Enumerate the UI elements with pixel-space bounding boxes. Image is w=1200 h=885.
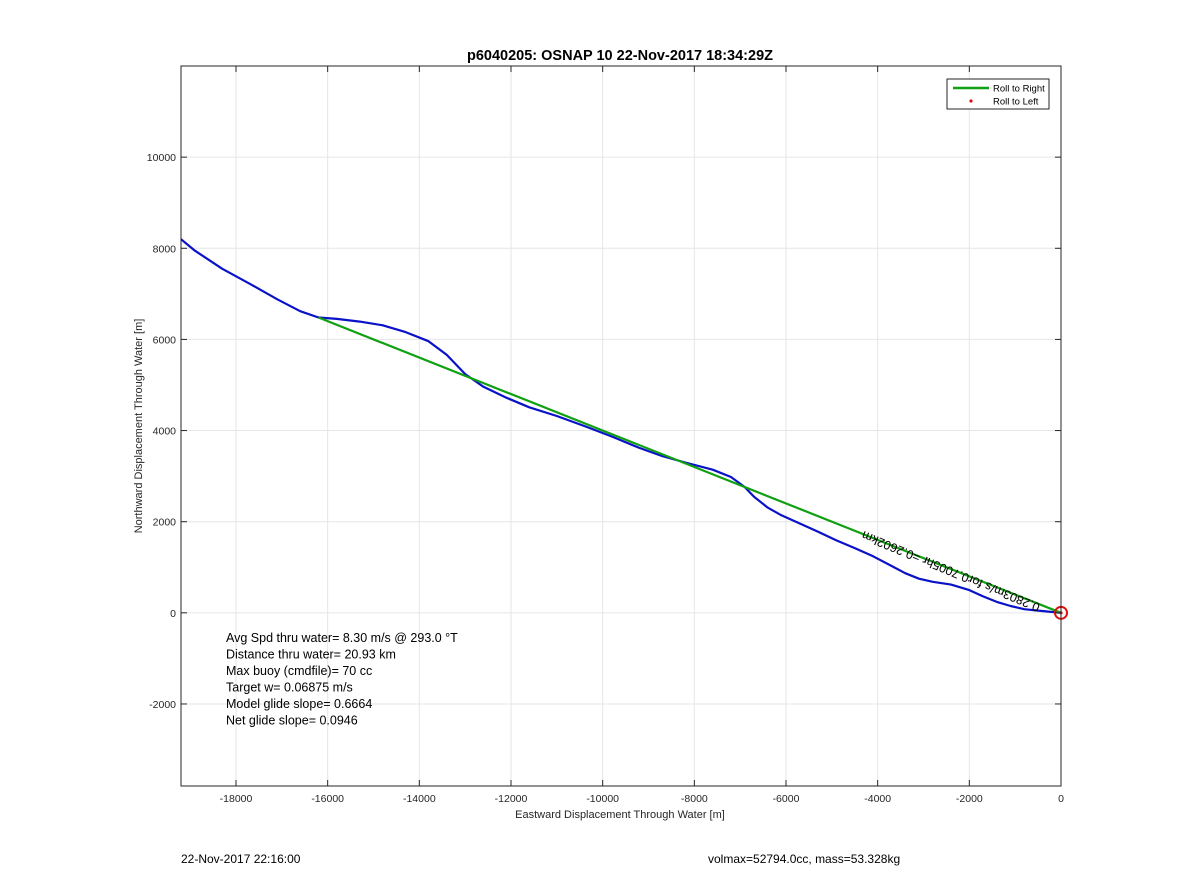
x-tick-label: -8000 (681, 793, 708, 805)
x-tick-label: -14000 (403, 793, 436, 805)
legend: Roll to Right Roll to Left (946, 78, 1050, 110)
stats-annotation-line: Target w= 0.06875 m/s (226, 681, 353, 695)
chart-title: p6040205: OSNAP 10 22-Nov-2017 18:34:29Z (467, 48, 773, 64)
footer-timestamp: 22-Nov-2017 22:16:00 (181, 852, 301, 866)
y-axis-label: Northward Displacement Through Water [m] (133, 319, 145, 534)
plot-box (180, 65, 1062, 787)
y-tick-label: 0 (170, 608, 176, 620)
y-tick-label: 2000 (153, 517, 177, 529)
y-tick-label: 6000 (153, 334, 177, 346)
series-layer: 0.2803m/s for0.7005hr =0.2602km (180, 238, 1068, 620)
series-line-track (180, 238, 1062, 614)
footer-volmax-mass: volmax=52794.0cc, mass=53.328kg (708, 852, 901, 866)
x-tick-label: -4000 (864, 793, 891, 805)
stats-annotation-line: Avg Spd thru water= 8.30 m/s @ 293.0 °T (226, 631, 458, 645)
y-tick-label: -2000 (149, 699, 176, 711)
y-tick-label: 8000 (153, 243, 177, 255)
legend-label: Roll to Right (993, 84, 1045, 95)
x-axis-label: Eastward Displacement Through Water [m] (515, 809, 725, 821)
stats-annotations: Avg Spd thru water= 8.30 m/s @ 293.0 °T D… (226, 631, 458, 728)
axes-frame (180, 65, 1062, 787)
y-tick-label: 10000 (147, 152, 176, 164)
x-tick-label: -16000 (311, 793, 344, 805)
stats-annotation-line: Model glide slope= 0.6664 (226, 697, 372, 711)
grid-lines (181, 66, 1062, 786)
x-tick-label: -6000 (773, 793, 800, 805)
legend-label: Roll to Left (993, 97, 1039, 108)
stats-annotation-line: Distance thru water= 20.93 km (226, 648, 396, 662)
x-tick-label: -18000 (220, 793, 253, 805)
x-tick-label: -10000 (586, 793, 619, 805)
x-tick-label: -2000 (956, 793, 983, 805)
x-tick-label: -12000 (495, 793, 528, 805)
legend-swatch-dot (969, 99, 973, 103)
tick-labels: -18000 -16000 -14000 -12000 -10000 -8000 -6000… (147, 152, 1064, 805)
legend-box (946, 78, 1050, 110)
segment-label: 0.2803m/s for0.7005hr =0.2602km (860, 528, 1042, 614)
x-tick-label: 0 (1058, 793, 1064, 805)
stats-annotation-line: Net glide slope= 0.0946 (226, 714, 358, 728)
stats-annotation-line: Max buoy (cmdfile)= 70 cc (226, 664, 372, 678)
y-tick-label: 4000 (153, 426, 177, 438)
series-line-model (318, 316, 1062, 614)
